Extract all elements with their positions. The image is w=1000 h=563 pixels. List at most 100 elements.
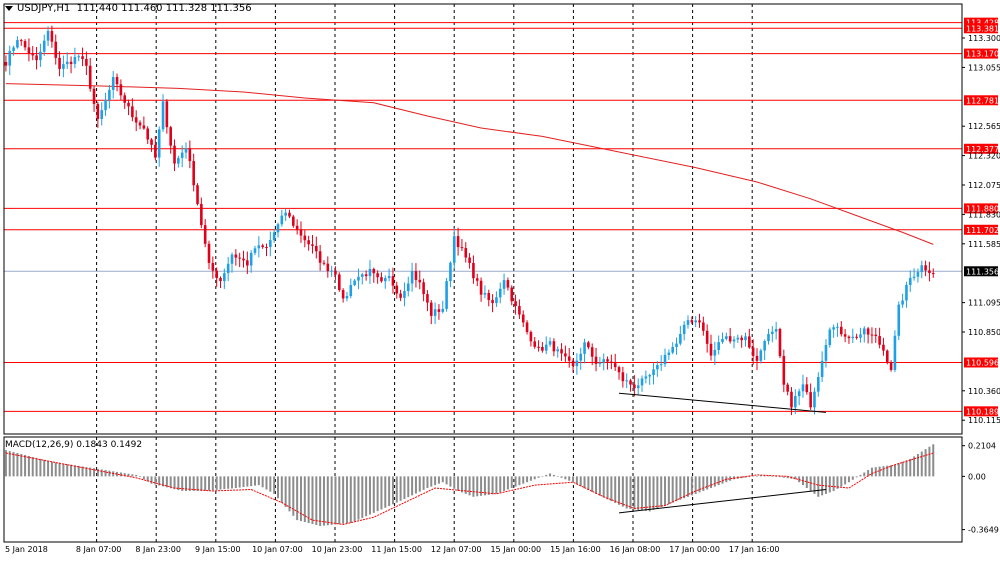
macd-histogram-bar xyxy=(468,476,471,496)
macd-histogram-bar xyxy=(384,476,387,508)
macd-histogram-bar xyxy=(782,476,785,478)
candle-bear xyxy=(69,61,73,65)
candle-bear xyxy=(690,320,694,323)
macd-histogram-bar xyxy=(606,476,609,500)
level-tag-label: 110.189 xyxy=(966,407,999,416)
candle-bull xyxy=(659,364,663,366)
candle-bull xyxy=(284,212,287,216)
macd-histogram-bar xyxy=(878,466,881,477)
macd-trendline xyxy=(618,489,827,514)
candle-bull xyxy=(223,273,226,282)
macd-histogram-bar xyxy=(652,476,655,510)
candle-bear xyxy=(924,265,927,271)
macd-histogram-bar xyxy=(913,456,916,477)
macd-histogram-bar xyxy=(219,476,222,490)
macd-histogram-bar xyxy=(901,461,904,477)
level-tag-label: 111.702 xyxy=(966,226,999,235)
candle-bear xyxy=(54,41,58,58)
candle-bear xyxy=(142,125,146,129)
candle-bear xyxy=(705,330,709,344)
candle-bull xyxy=(272,232,276,241)
macd-histogram-bar xyxy=(453,476,456,489)
macd-histogram-bar xyxy=(882,466,885,477)
x-tick-label: 10 Jan 07:00 xyxy=(252,545,303,554)
macd-histogram-bar xyxy=(449,476,452,487)
candle-bear xyxy=(188,148,192,162)
macd-histogram-bar xyxy=(330,476,333,525)
candle-bear xyxy=(510,287,514,302)
macd-title: MACD(12,26,9) 0.1843 0.1492 xyxy=(5,440,143,450)
macd-histogram-bar xyxy=(139,476,142,478)
candle-bear xyxy=(50,31,54,42)
macd-histogram-bar xyxy=(273,476,276,494)
candle-bull xyxy=(774,329,778,332)
macd-histogram-bar xyxy=(165,476,168,488)
candle-bear xyxy=(870,334,874,336)
macd-histogram-bar xyxy=(752,476,755,477)
candle-bear xyxy=(882,344,885,351)
candle-bull xyxy=(862,328,866,335)
candle-bear xyxy=(318,251,322,263)
candle-bull xyxy=(771,331,774,335)
candle-bear xyxy=(464,248,468,258)
candle-bull xyxy=(636,385,640,389)
candle-bull xyxy=(452,236,456,263)
candle-bear xyxy=(437,309,441,312)
macd-histogram-bar xyxy=(188,476,191,491)
macd-histogram-bar xyxy=(591,476,594,492)
macd-histogram-bar xyxy=(510,476,513,489)
macd-histogram-bar xyxy=(851,476,854,480)
candle-bear xyxy=(874,334,878,337)
candle-bull xyxy=(713,349,717,356)
candle-bear xyxy=(702,322,705,331)
macd-histogram-bar xyxy=(545,474,548,477)
candle-bear xyxy=(843,334,847,337)
candle-bear xyxy=(242,258,245,261)
candle-bear xyxy=(931,273,935,275)
candle-bear xyxy=(92,88,96,104)
macd-histogram-bar xyxy=(116,471,119,477)
macd-histogram-bar xyxy=(897,463,900,477)
candle-bear xyxy=(364,274,368,277)
candle-bear xyxy=(564,353,567,357)
candle-bear xyxy=(479,280,483,295)
candle-bear xyxy=(610,361,613,364)
macd-histogram-bar xyxy=(27,455,30,477)
macd-histogram-bar xyxy=(667,476,670,505)
symbol-label: USDJPY,H1 xyxy=(17,3,71,14)
candle-bear xyxy=(529,332,533,342)
macd-histogram-bar xyxy=(196,476,199,491)
chevron-down-icon[interactable] xyxy=(5,5,13,11)
candle-bear xyxy=(215,270,218,279)
macd-histogram-bar xyxy=(12,452,15,477)
candle-bear xyxy=(334,270,337,275)
macd-histogram-bar xyxy=(602,476,605,498)
macd-histogram-bar xyxy=(890,465,893,477)
candle-bull xyxy=(46,31,50,41)
level-tag-label: 111.880 xyxy=(966,204,999,213)
macd-histogram-bar xyxy=(150,476,153,484)
candle-bear xyxy=(755,355,759,361)
y-tick-label: 111.585 xyxy=(968,240,1000,249)
candle-bear xyxy=(238,257,241,259)
y-tick-label: 113.300 xyxy=(968,34,1000,43)
candle-bear xyxy=(115,77,119,85)
candle-bull xyxy=(77,56,81,58)
macd-histogram-bar xyxy=(518,476,521,486)
candle-bull xyxy=(579,353,583,361)
macd-histogram-bar xyxy=(85,467,88,477)
candle-bear xyxy=(27,47,31,54)
candle-bear xyxy=(119,84,123,96)
candle-bear xyxy=(629,380,632,385)
macd-histogram-bar xyxy=(8,451,11,477)
candle-bull xyxy=(828,329,832,345)
candle-bear xyxy=(786,384,789,392)
candle-bull xyxy=(257,245,261,249)
candle-bear xyxy=(805,384,809,393)
macd-histogram-bar xyxy=(284,476,287,507)
candle-bear xyxy=(246,260,249,266)
macd-histogram-bar xyxy=(361,476,364,518)
macd-histogram-bar xyxy=(411,476,414,496)
macd-histogram-bar xyxy=(870,467,873,477)
